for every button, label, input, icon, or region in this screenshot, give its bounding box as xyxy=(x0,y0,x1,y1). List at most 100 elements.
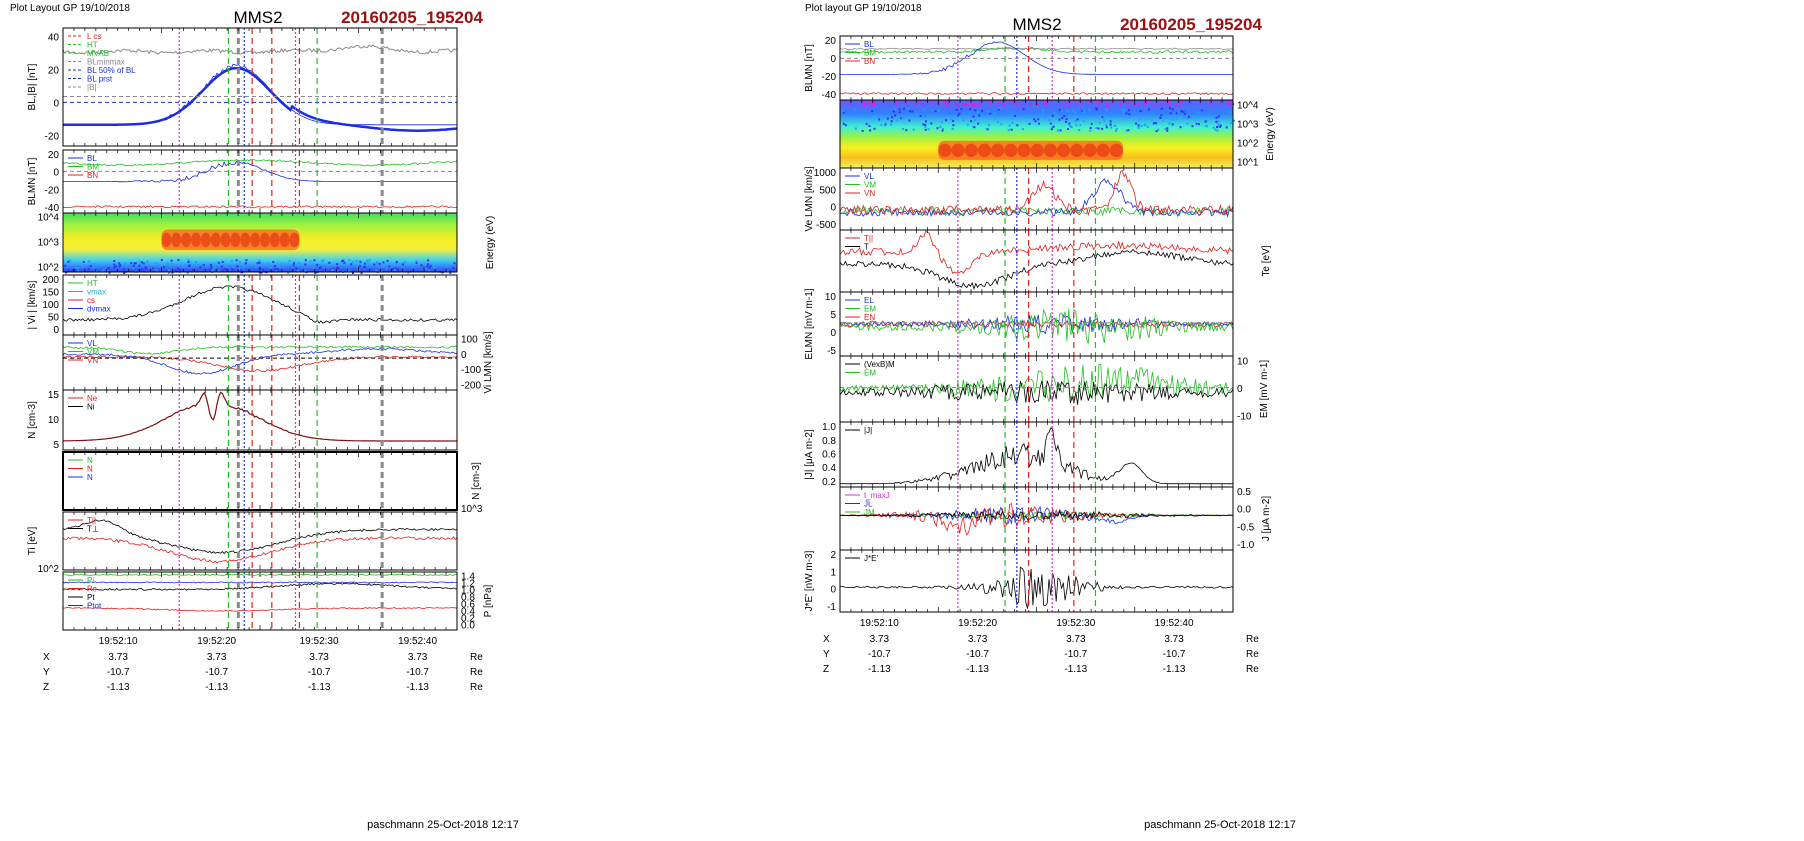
y-tick-label: 0.4 xyxy=(461,606,475,617)
legend-label: dvmax xyxy=(87,305,111,314)
spectrogram-pixel xyxy=(332,267,335,270)
panel-frame xyxy=(62,571,458,631)
spectrogram-pixel xyxy=(142,262,145,265)
spectrogram-pixel xyxy=(69,259,72,262)
y-tick-label: -1.0 xyxy=(1237,540,1255,551)
spectrogram-pixel xyxy=(367,261,370,264)
spectrogram-pixel xyxy=(1016,124,1019,127)
spectrogram-pixel xyxy=(77,266,80,269)
ephemeris-value: 3.73 xyxy=(870,634,890,645)
spectrogram-pixel xyxy=(1095,127,1098,130)
spectrogram-pixel xyxy=(1146,125,1149,128)
spectrogram-pixel xyxy=(941,127,944,130)
spectrogram-hot-spot xyxy=(1109,143,1123,157)
spectrogram-pixel xyxy=(1159,116,1162,119)
spectrogram-hot-spot xyxy=(279,232,290,248)
panel-frame xyxy=(62,451,458,511)
legend-label: N xyxy=(87,473,93,482)
spectrogram-pixel xyxy=(894,114,897,117)
spectrogram-pixel xyxy=(1101,127,1104,130)
legend-label: BM xyxy=(87,163,99,172)
spectrogram-pixel xyxy=(1079,124,1082,127)
spectrogram-pixel xyxy=(962,103,965,106)
spectrogram-pixel xyxy=(1196,114,1199,117)
spectrogram-pixel xyxy=(258,261,261,264)
spectrogram-pixel xyxy=(1021,128,1024,131)
spectrogram-pixel xyxy=(1204,120,1207,123)
legend-label: t_maxJ xyxy=(864,491,890,500)
spectrogram-pixel xyxy=(936,100,939,103)
spectrogram-pixel xyxy=(123,271,126,274)
spectrogram-pixel xyxy=(1058,118,1061,121)
spectrogram-pixel xyxy=(1154,105,1157,108)
y-tick-label: 10^4 xyxy=(38,213,60,224)
spectrogram-pixel xyxy=(394,269,397,272)
spectrogram-pixel xyxy=(1045,102,1048,105)
spectrogram-pixel xyxy=(963,104,966,107)
spectrogram-hot-spot xyxy=(289,232,300,248)
y-tick-label: 0.0 xyxy=(461,620,475,631)
spectrogram-pixel xyxy=(292,264,295,267)
spectrogram-pixel xyxy=(1010,102,1013,105)
spectrogram-pixel xyxy=(187,260,190,263)
spectrogram-hot-spot xyxy=(938,143,952,157)
y-tick-label: 0.5 xyxy=(1237,487,1251,498)
spectrogram-pixel xyxy=(360,271,363,274)
spectrogram-pixel xyxy=(115,263,118,266)
spectrogram-pixel xyxy=(928,100,931,103)
spectrogram-pixel xyxy=(211,270,214,273)
spectrogram-hot-spot xyxy=(951,143,965,157)
right-axis-label: Te [eV] xyxy=(1261,245,1272,276)
spectrogram-pixel xyxy=(179,268,182,271)
spectrogram-pixel xyxy=(159,264,162,267)
spectrogram-pixel xyxy=(924,128,927,131)
spectrogram-pixel xyxy=(236,265,239,268)
series-line xyxy=(839,566,1234,609)
spectrogram-pixel xyxy=(1011,122,1014,125)
legend-label: BL xyxy=(87,154,97,163)
spectrogram-pixel xyxy=(871,102,874,105)
spectrogram-pixel xyxy=(118,265,121,268)
panel-frame xyxy=(839,35,1234,101)
spectrogram-pixel xyxy=(970,104,973,107)
ephemeris-label: X xyxy=(823,634,830,645)
spectrogram-pixel xyxy=(902,107,905,110)
spectrogram-pixel xyxy=(1065,102,1068,105)
spectrogram-hot-spot xyxy=(964,143,978,157)
spectrogram-pixel xyxy=(118,262,121,265)
spectrogram-pixel xyxy=(245,259,248,262)
ephemeris-value: -10.7 xyxy=(966,649,989,660)
spectrogram-pixel xyxy=(1106,102,1109,105)
spectrogram-pixel xyxy=(171,271,174,274)
spectrogram-pixel xyxy=(428,269,431,272)
y-tick-label: -100 xyxy=(461,365,481,376)
spectrogram-pixel xyxy=(1160,103,1163,106)
spectrogram-pixel xyxy=(382,265,385,268)
spectrogram-pixel xyxy=(274,268,277,271)
spectrogram-pixel xyxy=(1110,116,1113,119)
right-axis-label: P [nPa] xyxy=(483,584,494,617)
spectrogram-pixel xyxy=(1179,100,1182,103)
spectrogram-pixel xyxy=(944,102,947,105)
spectrogram-pixel xyxy=(231,268,234,271)
spectrogram-pixel xyxy=(107,267,110,270)
spectrogram-pixel xyxy=(187,259,190,262)
spectrogram-pixel xyxy=(1114,129,1117,132)
spectrogram-pixel xyxy=(939,125,942,128)
spectrogram-pixel xyxy=(452,266,455,269)
y-axis-label: N [cm-3] xyxy=(27,401,38,439)
spectrogram-pixel xyxy=(912,128,915,131)
panel-frame xyxy=(839,167,1234,231)
ephemeris-unit: Re xyxy=(1246,634,1259,645)
spectrogram-pixel xyxy=(1127,109,1130,112)
spectrogram-pixel xyxy=(1226,100,1229,103)
panel-frame xyxy=(62,334,458,391)
spectrogram-pixel xyxy=(1197,123,1200,126)
spectrogram-pixel xyxy=(449,269,452,272)
spectrogram-pixel xyxy=(1041,112,1044,115)
series-line xyxy=(62,285,458,324)
panel-frame xyxy=(839,549,1234,613)
